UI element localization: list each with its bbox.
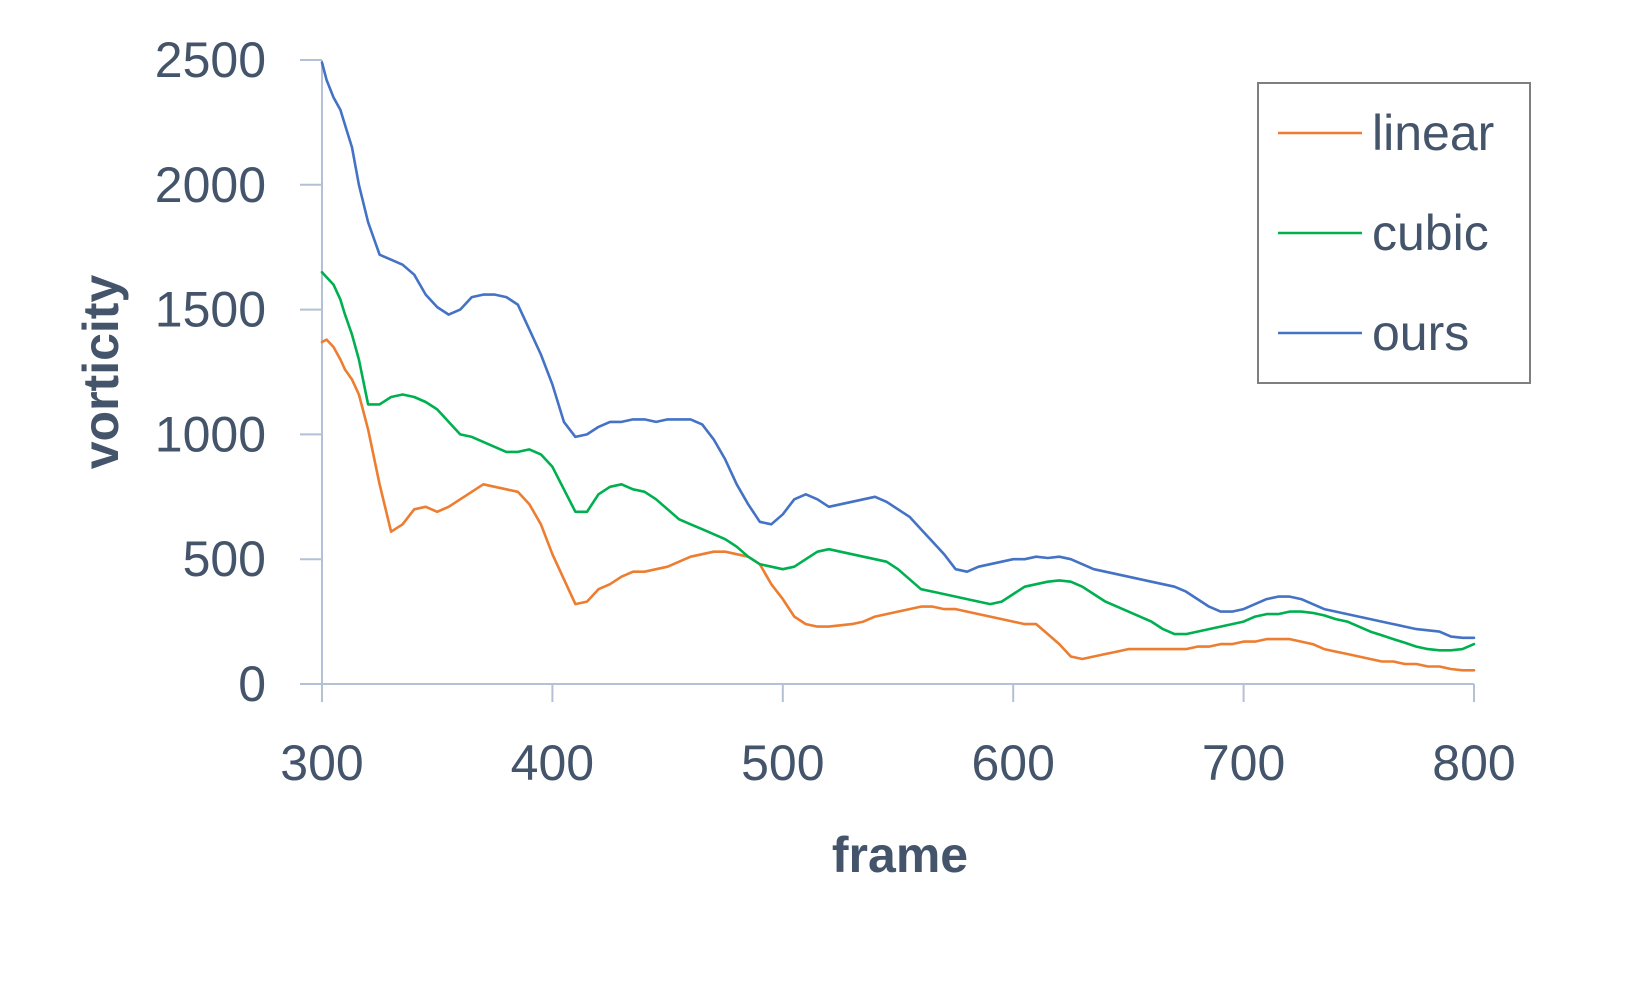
legend-label-linear: linear [1372, 105, 1494, 161]
y-tick-label: 1000 [155, 406, 266, 462]
series-line-cubic [320, 270, 1476, 652]
series-line-ours [320, 61, 1476, 640]
x-tick-label: 300 [280, 735, 363, 791]
x-axis-title: frame [832, 827, 968, 883]
series-layer [320, 61, 1476, 672]
series-line-linear [320, 338, 1476, 672]
legend: linear cubic ours [1257, 82, 1531, 384]
y-tick-label: 0 [238, 656, 266, 712]
y-tick-label: 2500 [155, 32, 266, 88]
legend-label-ours: ours [1372, 305, 1469, 361]
x-tick-label: 700 [1202, 735, 1285, 791]
x-tick-label: 400 [511, 735, 594, 791]
x-tick-label: 600 [971, 735, 1054, 791]
x-tick-label: 800 [1432, 735, 1515, 791]
x-tick-label: 500 [741, 735, 824, 791]
legend-label-cubic: cubic [1372, 205, 1489, 261]
y-tick-label: 1500 [155, 282, 266, 338]
y-tick-label: 500 [183, 531, 266, 587]
y-axis-title: vorticity [73, 275, 129, 470]
axes: 0 500 1000 1500 2000 2500 300 400 500 600 700 800 [155, 32, 1516, 791]
y-tick-label: 2000 [155, 157, 266, 213]
